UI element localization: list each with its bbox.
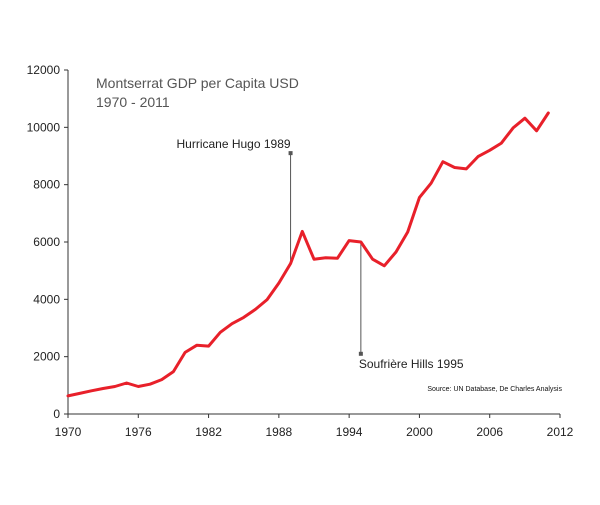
y-tick-label: 10000 — [27, 120, 61, 134]
annotation-marker — [358, 351, 363, 356]
x-tick-label: 1976 — [125, 425, 152, 439]
x-tick-label: 2006 — [476, 425, 503, 439]
y-tick-label: 2000 — [33, 350, 60, 364]
x-tick-label: 2012 — [547, 425, 574, 439]
y-tick-label: 8000 — [33, 178, 60, 192]
annotation-label: Hurricane Hugo 1989 — [176, 137, 290, 151]
series-line — [66, 111, 550, 398]
chart-title-block: Montserrat GDP per Capita USD 1970 - 201… — [96, 74, 299, 112]
x-tick-label: 1994 — [336, 425, 363, 439]
chart-source: Source: UN Database, De Charles Analysis — [427, 386, 562, 393]
x-tick-label: 1988 — [266, 425, 293, 439]
annotation-label: Soufrière Hills 1995 — [359, 357, 464, 371]
y-tick-label: 0 — [53, 407, 60, 421]
annotation-marker — [288, 151, 293, 156]
chart-title: Montserrat GDP per Capita USD — [96, 75, 299, 91]
y-tick-label: 4000 — [33, 292, 60, 306]
y-tick-label: 6000 — [33, 235, 60, 249]
y-tick-label: 12000 — [27, 63, 61, 77]
x-tick-label: 1970 — [55, 425, 82, 439]
chart-subtitle: 1970 - 2011 — [96, 94, 170, 110]
x-tick-label: 2000 — [406, 425, 433, 439]
x-tick-label: 1982 — [195, 425, 222, 439]
